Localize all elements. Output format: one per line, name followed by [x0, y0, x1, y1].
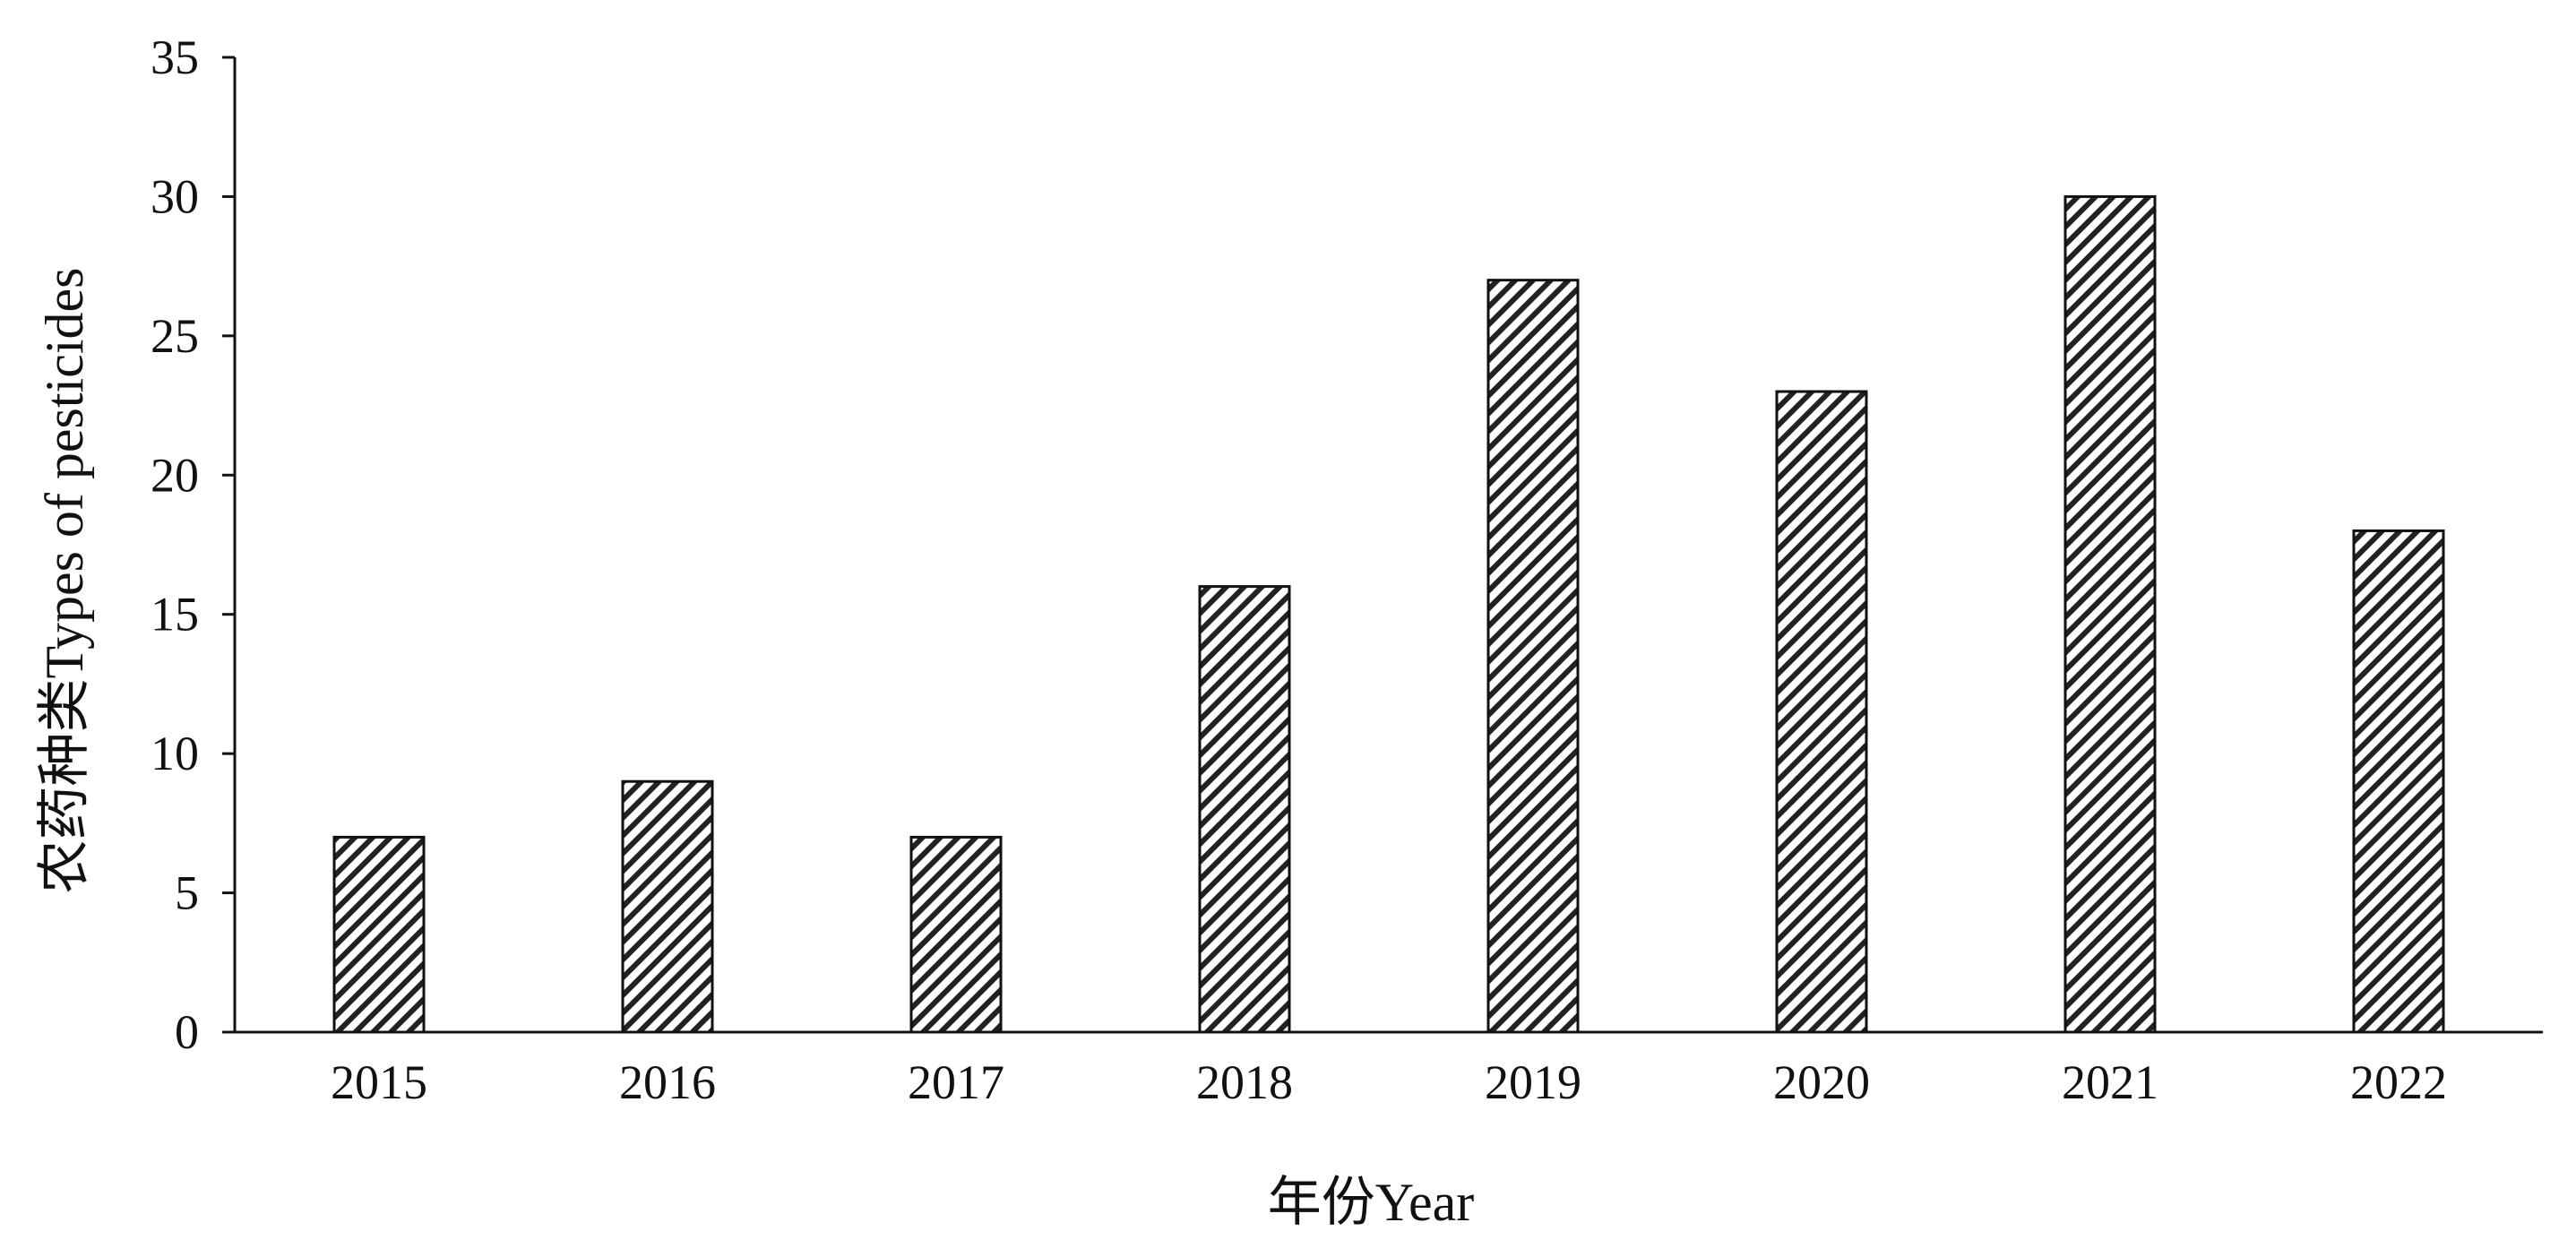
y-tick-label: 5 [175, 866, 199, 920]
bar-2019 [1486, 279, 1580, 1034]
x-tick-label: 2020 [1773, 1055, 1870, 1109]
x-tick-label: 2017 [908, 1055, 1004, 1109]
y-tick-label: 35 [151, 30, 199, 84]
x-tick-label: 2019 [1485, 1055, 1581, 1109]
x-axis-title: 年份Year [1268, 1173, 1475, 1232]
labels: 0 5 10 15 20 25 30 35 2015 2016 2017 2018 2019 2020 20… [151, 30, 2447, 1109]
bar-2015 [332, 835, 426, 1034]
y-tick-label: 25 [151, 309, 199, 363]
bar-2016 [621, 779, 714, 1034]
x-tick-label: 2016 [619, 1055, 716, 1109]
y-tick-label: 30 [151, 169, 199, 223]
y-tick-label: 15 [151, 588, 199, 641]
x-tick-label: 2021 [2062, 1055, 2158, 1109]
y-axis-title: 农药种类Types of pesticides [35, 267, 94, 893]
bar-2022 [2352, 529, 2445, 1034]
axes [222, 56, 2543, 1034]
x-tick-label: 2022 [2350, 1055, 2447, 1109]
y-tick-label: 0 [175, 1005, 199, 1059]
bar-2021 [2063, 194, 2157, 1034]
bar-2020 [1775, 390, 1868, 1034]
y-tick-label: 20 [151, 448, 199, 502]
x-tick-label: 2015 [331, 1055, 427, 1109]
bars [332, 194, 2445, 1034]
y-tick-label: 10 [151, 727, 199, 780]
x-tick-label: 2018 [1196, 1055, 1293, 1109]
bar-2018 [1198, 585, 1291, 1034]
bar-2017 [909, 835, 1003, 1034]
